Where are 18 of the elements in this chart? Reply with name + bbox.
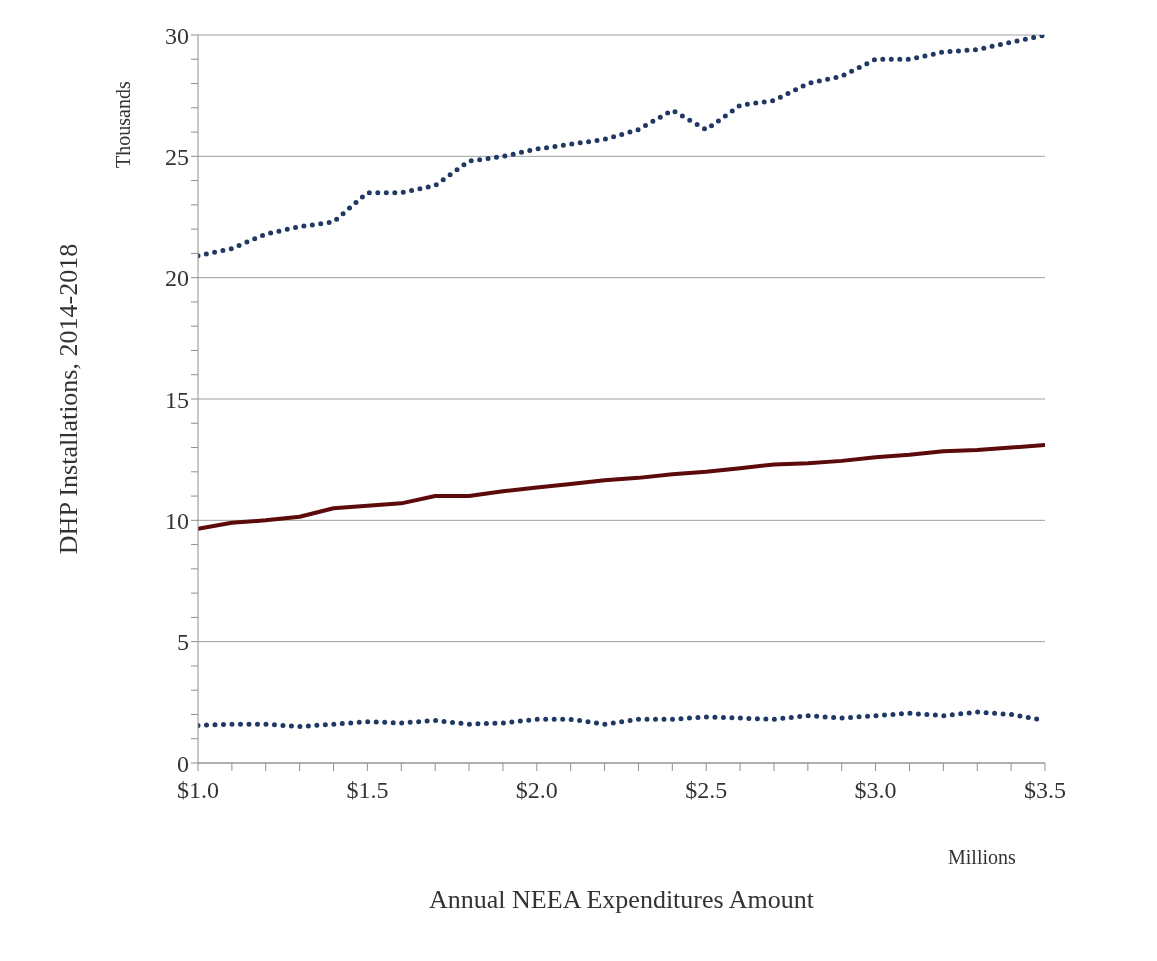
y-tick-label: 10	[165, 507, 189, 534]
text: Thousands	[112, 81, 135, 168]
y-tick-label: 0	[177, 750, 189, 777]
line-series	[198, 443, 1045, 531]
x-tick-label: $2.0	[515, 777, 558, 804]
y-tick-label: 5	[177, 629, 189, 656]
x-tick-label: $2.5	[685, 777, 728, 804]
y-tick-label: 20	[165, 265, 189, 292]
x-tick-label: $1.0	[177, 777, 219, 804]
x-tick-label: $3.0	[854, 777, 897, 804]
y-tick-label: 25	[165, 143, 189, 170]
y-tick-label: 15	[165, 386, 189, 413]
y-axis-title: DHP Installations, 2014-2018	[54, 243, 84, 555]
x-axis-title: Annual NEEA Expenditures Amount	[429, 885, 815, 914]
y-tick-label: 30	[165, 22, 189, 49]
x-tick-label: $1.5	[346, 777, 389, 804]
x-tick-label: $3.5	[1024, 777, 1066, 804]
text: Millions	[948, 846, 1016, 869]
